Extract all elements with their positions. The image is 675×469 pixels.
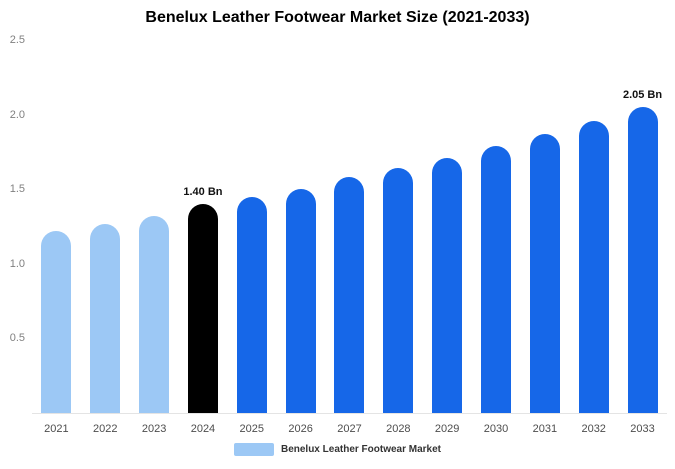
x-tick-label: 2029 xyxy=(434,423,460,435)
bar-column xyxy=(569,40,618,413)
bar xyxy=(187,204,218,413)
x-tick-label: 2023 xyxy=(141,423,167,435)
bar-value-label: 2.05 Bn xyxy=(622,89,663,102)
bar xyxy=(236,196,267,413)
legend-label: Benelux Leather Footwear Market xyxy=(280,444,442,455)
chart-title: Benelux Leather Footwear Market Size (20… xyxy=(145,9,530,26)
x-tick-label: 2033 xyxy=(630,423,655,435)
bar xyxy=(41,230,72,413)
y-axis: 0.5 1.0 1.5 2.0 2.5 xyxy=(0,34,30,413)
bar xyxy=(383,168,414,413)
bars-area: 1.40 Bn 2.05 Bn xyxy=(32,40,667,414)
x-tick-label: 2027 xyxy=(337,423,362,435)
x-tick-label: 2024 xyxy=(190,423,216,435)
bar xyxy=(285,189,316,413)
y-tick-label: 1.5 xyxy=(9,183,25,196)
x-tick-label: 2032 xyxy=(581,423,606,435)
bar-column xyxy=(130,40,179,413)
legend-swatch xyxy=(233,443,274,456)
bar-column xyxy=(472,40,521,413)
x-tick-label: 2025 xyxy=(239,423,265,435)
x-axis: 2021 2022 2023 2024 2025 2026 2027 2028 2029 2030… xyxy=(32,414,667,435)
bar xyxy=(481,145,512,413)
x-tick-label: 2022 xyxy=(93,423,118,435)
bar xyxy=(578,120,609,413)
bar-column: 1.40 Bn xyxy=(179,40,228,413)
x-tick-label: 2031 xyxy=(532,423,558,435)
bar xyxy=(432,157,463,413)
bar-column xyxy=(227,40,276,413)
bar-column xyxy=(81,40,130,413)
y-tick-label: 2.0 xyxy=(9,108,25,121)
bar-column xyxy=(32,40,81,413)
x-tick-label: 2030 xyxy=(483,423,509,435)
y-tick-label: 1.0 xyxy=(9,257,25,270)
bar xyxy=(529,134,560,413)
bar-value-label: 1.40 Bn xyxy=(183,186,223,199)
bar xyxy=(139,216,170,413)
bar-column xyxy=(423,40,472,413)
bar-column xyxy=(520,40,569,413)
x-tick-label: 2028 xyxy=(386,423,411,435)
x-tick-label: 2021 xyxy=(44,423,69,435)
bar-column: 2.05 Bn xyxy=(618,40,667,413)
bar xyxy=(627,107,658,413)
y-tick-label: 2.5 xyxy=(9,34,25,46)
legend: Benelux Leather Footwear Market xyxy=(0,443,675,456)
x-tick-label: 2026 xyxy=(288,423,313,435)
bar xyxy=(90,223,121,413)
bar-column xyxy=(374,40,423,413)
bar xyxy=(334,177,365,413)
y-tick-label: 0.5 xyxy=(9,332,25,345)
bar-column xyxy=(325,40,374,413)
bar-column xyxy=(276,40,325,413)
